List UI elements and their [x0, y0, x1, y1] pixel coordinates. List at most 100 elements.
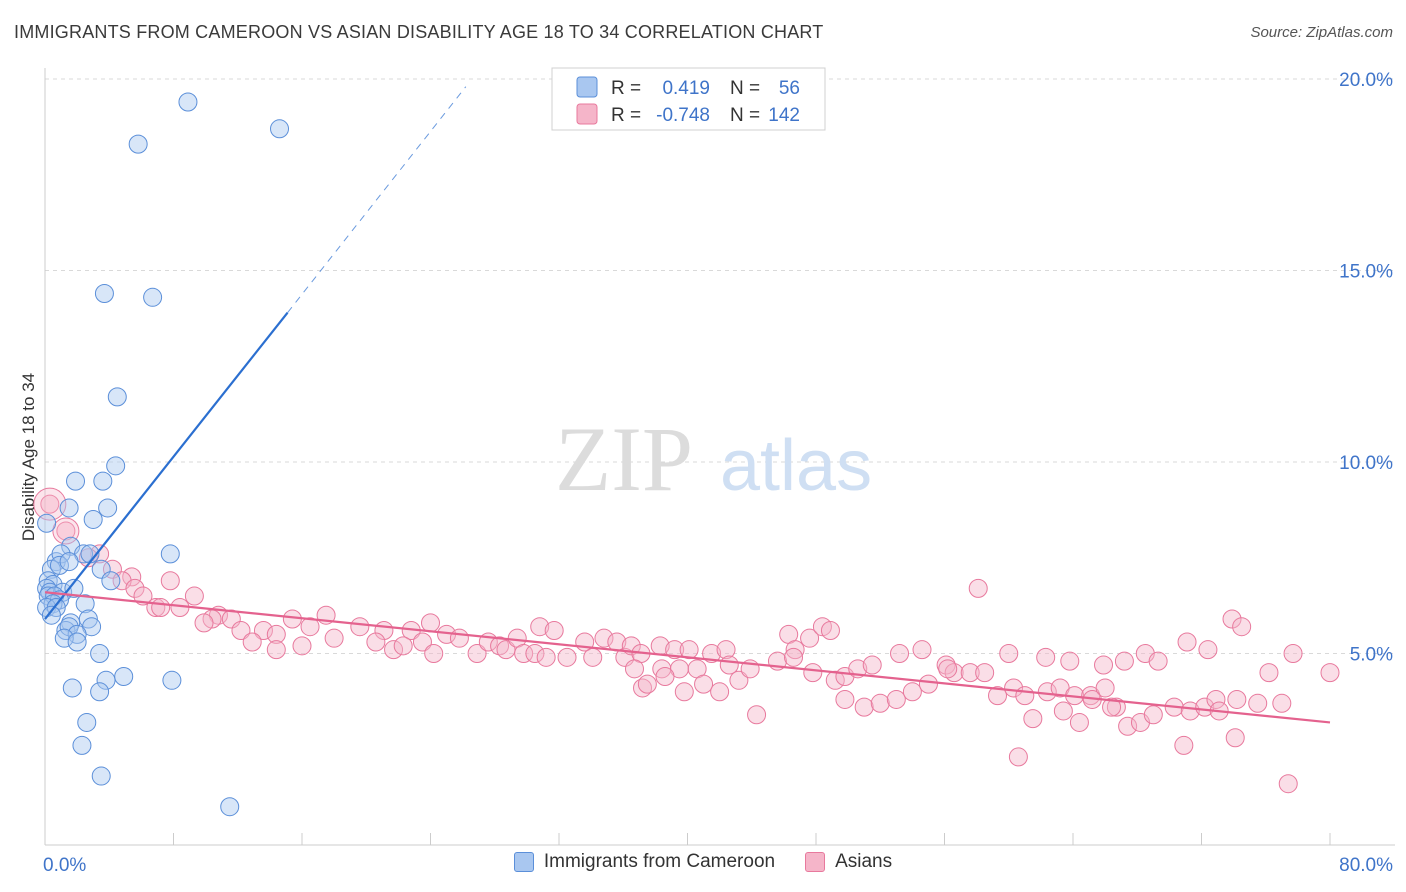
asians-point-87: [862, 655, 882, 675]
asians-point-48: [536, 647, 556, 667]
asians-point-89: [854, 697, 874, 717]
x-tick-label-max: 80.0%: [1339, 855, 1393, 876]
asians-point-118: [1206, 689, 1226, 709]
legend-r-label-cameroon: R =: [611, 78, 641, 99]
asians-point-31: [366, 632, 386, 652]
asians-point-large-0: [33, 487, 67, 521]
asians-point-82: [784, 647, 804, 667]
cameroon-point-30: [64, 578, 84, 598]
asians-point-49: [557, 647, 577, 667]
asians-point-25: [242, 632, 262, 652]
y-tick-label-3: 20.0%: [1339, 70, 1393, 91]
legend-swatch-asians: [576, 103, 598, 125]
cameroon-point-10: [98, 498, 118, 518]
asians-point-0: [40, 494, 60, 514]
asians-point-134: [1259, 663, 1279, 683]
asians-point-23: [266, 624, 286, 644]
asians-point-79: [800, 628, 820, 648]
cameroon-point-11: [83, 509, 103, 529]
watermark-zip: ZIP: [555, 408, 693, 510]
chart-source: Source: ZipAtlas.com: [1250, 24, 1393, 41]
legend-n-label-cameroon: N =: [730, 78, 760, 99]
asians-point-45: [544, 621, 564, 641]
cameroon-point-40: [56, 621, 76, 641]
asians-point-93: [918, 674, 938, 694]
asians-point-144: [1320, 663, 1340, 683]
asians-point-141: [1278, 774, 1298, 794]
asians-point-109: [1069, 712, 1089, 732]
asians-point-96: [912, 640, 932, 660]
series-legend-item-asians[interactable]: Asians: [805, 851, 892, 873]
asians-point-10: [184, 586, 204, 606]
asians-point-68: [637, 674, 657, 694]
legend-r-label-asians: R =: [611, 105, 641, 126]
cameroon-point-51: [77, 712, 97, 732]
asians-point-95: [890, 644, 910, 663]
asians-point-73: [729, 670, 749, 690]
legend-n-value-asians: 142: [768, 105, 800, 126]
asians-point-21: [300, 617, 320, 637]
asians-point-71: [710, 682, 730, 702]
cameroon-point-23: [101, 571, 121, 591]
cameroon-point-1: [128, 134, 148, 154]
legend-n-label-asians: N =: [730, 105, 760, 126]
cameroon-point-2: [270, 119, 290, 139]
x-tick-label-min: 0.0%: [43, 855, 86, 876]
asians-point-111: [1106, 697, 1126, 717]
y-axis-title: Disability Age 18 to 34: [19, 373, 38, 541]
series-label-asians: Asians: [835, 851, 893, 872]
series-swatch-cameroon: [513, 852, 534, 872]
cameroon-point-50: [162, 670, 182, 690]
asians-point-69: [655, 666, 675, 686]
asians-point-28: [350, 617, 370, 637]
asians-point-108: [1095, 678, 1115, 698]
asians-point-131: [1198, 640, 1218, 660]
asians-point-142: [1174, 735, 1194, 755]
series-legend: Immigrants from Cameroon Asians: [0, 851, 1406, 873]
asians-point-9: [133, 586, 153, 606]
y-tick-labels: 5.0% 10.0% 15.0% 20.0%: [1339, 70, 1393, 666]
asians-point-121: [1248, 693, 1268, 713]
asians-point-65: [702, 644, 722, 663]
axes: [44, 68, 1395, 846]
cameroon-point-53: [91, 766, 111, 786]
y-tick-label-0: 5.0%: [1350, 645, 1393, 666]
asians-point-125: [1060, 651, 1080, 671]
asians-point-92: [902, 682, 922, 702]
asians-point-116: [1180, 701, 1200, 721]
correlation-legend: R = 0.419 N = 56 R = -0.748 N = 142: [551, 67, 826, 131]
y-tick-label-1: 10.0%: [1339, 453, 1393, 474]
asians-point-123: [999, 644, 1019, 663]
asians-point-143: [1225, 728, 1245, 748]
y-tick-label-2: 15.0%: [1339, 262, 1393, 283]
asians-point-32: [384, 640, 404, 660]
asians-point-122: [1272, 693, 1292, 713]
legend-r-value-cameroon: 0.419: [662, 78, 710, 99]
series-legend-item-cameroon[interactable]: Immigrants from Cameroon: [513, 851, 775, 873]
cameroon-point-4: [143, 287, 163, 307]
watermark-atlas: atlas: [720, 426, 872, 506]
asians-point-137: [938, 659, 958, 679]
cameroon-point-18: [160, 544, 180, 564]
asians-point-66: [716, 640, 736, 660]
cameroon-point-49: [90, 682, 110, 702]
cameroon-point-42: [67, 624, 87, 644]
asians-point-78: [785, 640, 805, 660]
asians-point-27: [266, 640, 286, 660]
asians-point-47: [525, 644, 545, 663]
asians-point-133: [1232, 617, 1252, 637]
asians-point-129: [1148, 651, 1168, 671]
asians-point-38: [424, 644, 444, 663]
asians-point-44: [530, 617, 550, 637]
asians-point-126: [1094, 655, 1114, 675]
asians-point-101: [1004, 678, 1024, 698]
asians-point-53: [583, 647, 603, 667]
asians-point-70: [674, 682, 694, 702]
asians-point-117: [1195, 697, 1215, 717]
asians-point-102: [1015, 686, 1035, 706]
asians-point-37: [449, 628, 469, 648]
asians-point-26: [292, 636, 312, 656]
cameroon-point-55: [41, 605, 61, 625]
legend-swatch-cameroon: [576, 76, 598, 98]
cameroon-point-12: [37, 513, 57, 533]
